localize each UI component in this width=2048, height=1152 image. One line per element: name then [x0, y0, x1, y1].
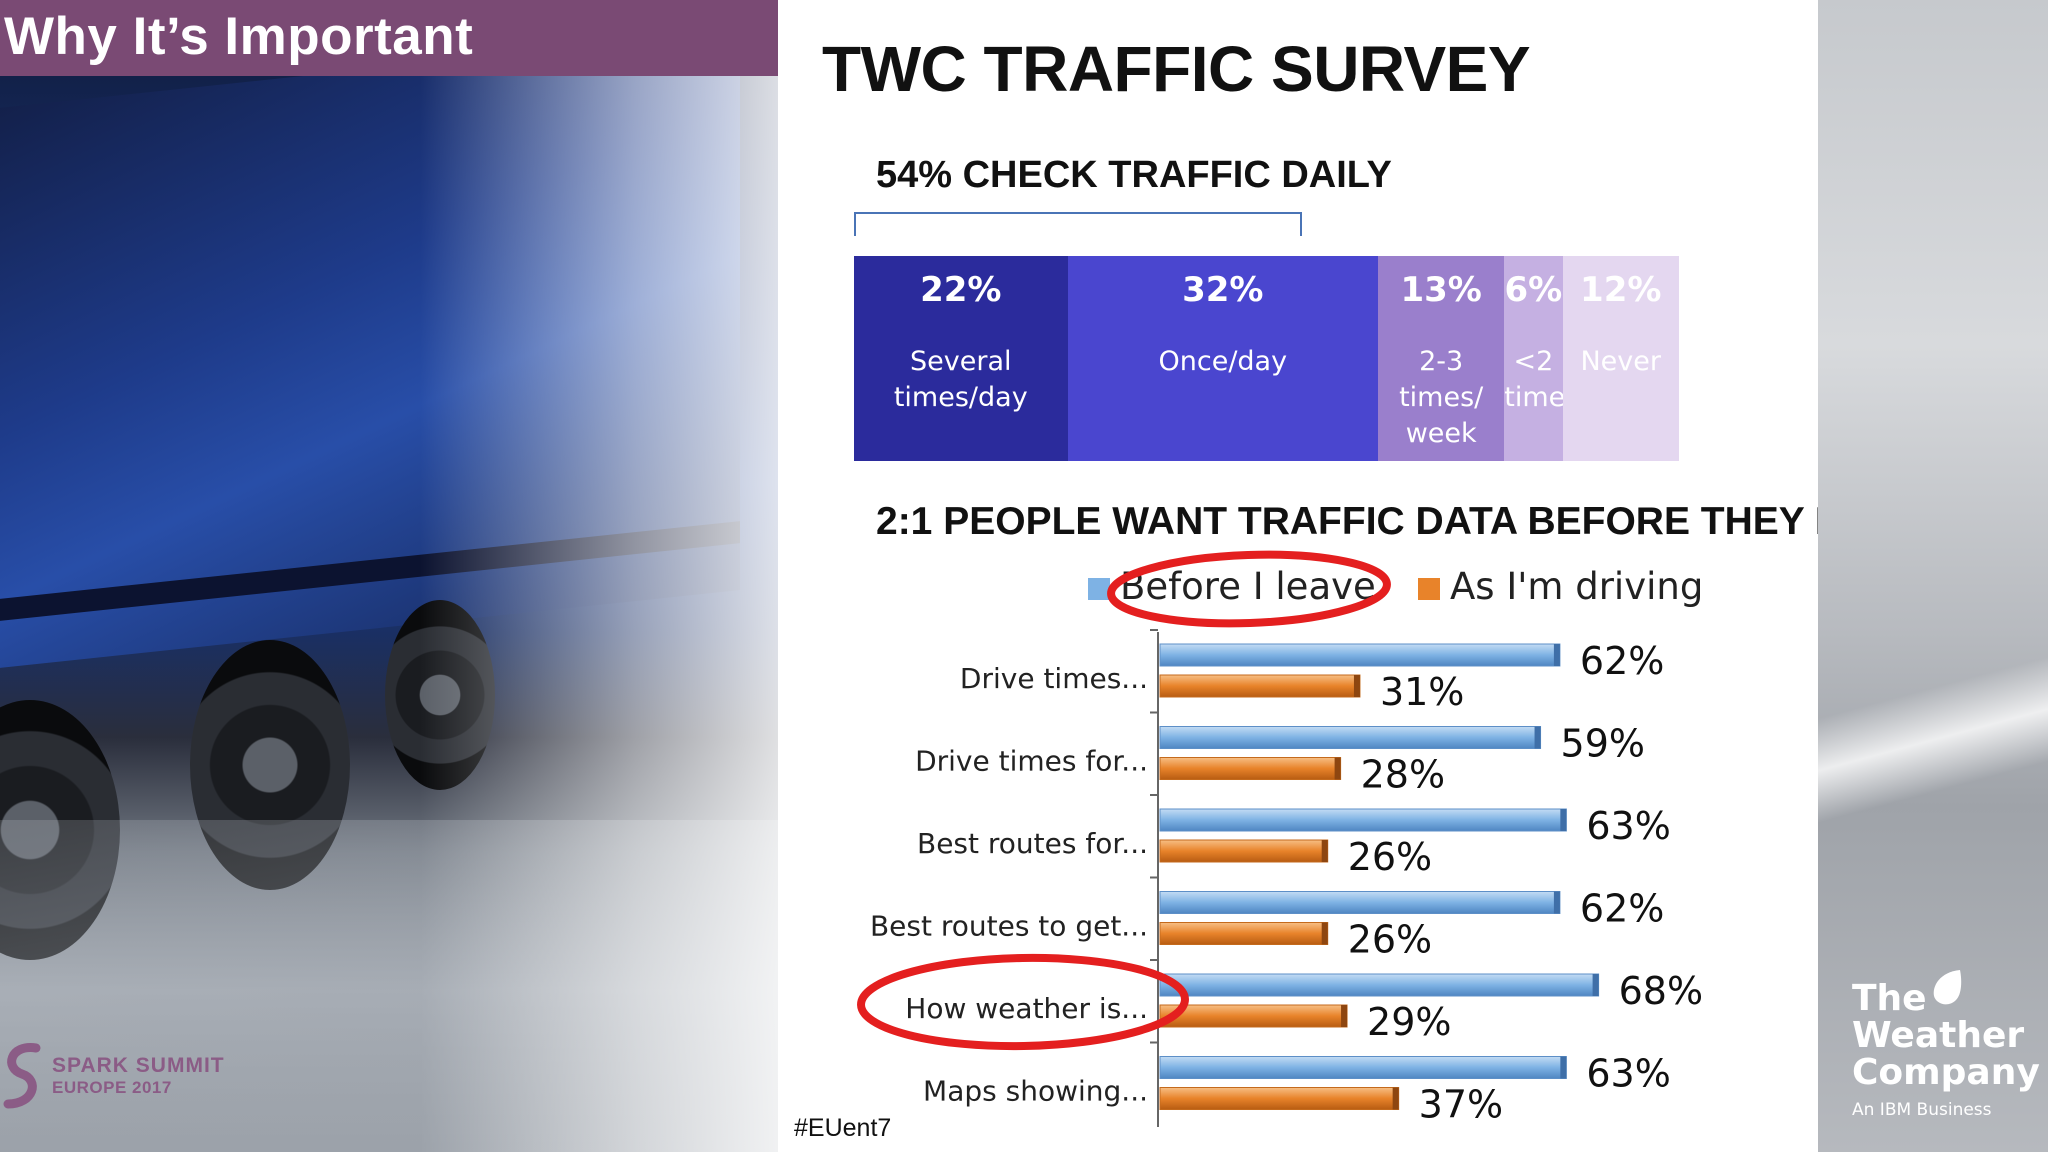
bar-before-end: [1560, 1056, 1567, 1079]
category-label: How weather is...: [905, 992, 1148, 1025]
legend-item-before: Before I leave: [1088, 565, 1376, 608]
frequency-percent: 22%: [920, 270, 1002, 310]
bar-driving-end: [1353, 675, 1360, 697]
bar-driving: [1159, 922, 1329, 945]
bar-before: [1159, 973, 1600, 997]
value-label-driving: 26%: [1348, 835, 1432, 879]
spark-swirl-icon: [3, 1043, 41, 1109]
value-label-driving: 29%: [1367, 1000, 1451, 1044]
bar-driving: [1159, 1087, 1400, 1110]
frequency-percent: 6%: [1504, 270, 1563, 310]
bar-before: [1159, 808, 1567, 832]
value-label-driving: 37%: [1419, 1083, 1503, 1127]
twc-weather-text: Weather: [1852, 1015, 2025, 1056]
weather-company-logo: The Weather Company An IBM Business: [1852, 970, 2040, 1120]
legend-label-driving: As I'm driving: [1450, 565, 1704, 608]
bar-before-end: [1560, 809, 1567, 831]
legend-swatch-driving: [1418, 577, 1440, 600]
raindrop-icon: [1933, 970, 1962, 1005]
value-label-before: 63%: [1586, 1052, 1670, 1096]
value-label-before: 62%: [1580, 639, 1664, 683]
value-label-before: 68%: [1619, 969, 1703, 1013]
slide-title: TWC TRAFFIC SURVEY: [822, 33, 1531, 105]
truck-photo: [0, 0, 778, 1152]
frequency-bar: 22% Several times/day 32% Once/day 13% 2-3 ti…: [854, 256, 1679, 461]
frequency-segment: 13% 2-3 times/ week: [1378, 256, 1505, 461]
bar-driving: [1159, 1004, 1348, 1028]
daily-check-heading: 54% CHECK TRAFFIC DAILY: [876, 154, 1392, 196]
frequency-label: Once/day: [1158, 346, 1288, 377]
light-streak-graphic: [420, 0, 778, 1152]
bar-before: [1159, 726, 1542, 749]
slide-content: TWC TRAFFIC SURVEY 54% CHECK TRAFFIC DAI…: [778, 0, 1942, 1152]
frequency-segment: 32% Once/day: [1067, 256, 1379, 461]
bar-driving-end: [1321, 840, 1328, 862]
preference-heading: 2:1 PEOPLE WANT TRAFFIC DATA BEFORE THEY…: [876, 500, 1943, 543]
legend-swatch-before: [1088, 577, 1110, 600]
value-label-driving: 28%: [1361, 753, 1445, 797]
bar-driving-end: [1392, 1087, 1399, 1110]
spark-summit-logo: SPARK SUMMIT EUROPE 2017: [0, 1034, 240, 1109]
header-band: Why It’s Important: [0, 0, 778, 76]
hashtag: #EUent7: [794, 1114, 892, 1142]
frequency-percent: 32%: [1182, 270, 1264, 310]
bar-before: [1159, 1056, 1567, 1079]
frequency-label: Never: [1580, 346, 1661, 377]
highlight-circle-legend: [1107, 550, 1391, 628]
category-label: Maps showing...: [923, 1075, 1148, 1108]
daily-bracket: [854, 212, 1302, 236]
frequency-segment: 12% Never: [1562, 256, 1679, 461]
bar-before-end: [1553, 891, 1560, 914]
bar-before-end: [1592, 974, 1599, 996]
value-label-before: 62%: [1580, 887, 1664, 931]
frequency-label: 2-3 times/ week: [1399, 346, 1484, 449]
spark-summit-text: SPARK SUMMIT: [52, 1054, 225, 1077]
spark-europe-text: EUROPE 2017: [52, 1078, 172, 1097]
highlight-circle-weather: [857, 953, 1189, 1051]
bar-driving-end: [1321, 922, 1328, 945]
preference-bar-chart: Drive times... 62% 31% Drive times for... 59…: [857, 550, 1703, 1127]
twc-the-text: The: [1852, 978, 1927, 1019]
value-label-driving: 26%: [1348, 918, 1432, 962]
road-streak-graphic: [1818, 640, 2048, 840]
legend-item-driving: As I'm driving: [1418, 565, 1703, 608]
legend-label-before: Before I leave: [1120, 565, 1376, 608]
twc-company-text: Company: [1852, 1052, 2040, 1093]
bar-before: [1159, 643, 1561, 667]
frequency-segment: 22% Several times/day: [854, 256, 1068, 461]
bar-driving-end: [1334, 757, 1341, 780]
frequency-segment: 6%<2 times/week: [1504, 256, 1659, 461]
bar-driving: [1159, 839, 1329, 863]
value-label-driving: 31%: [1380, 670, 1464, 714]
bar-before: [1159, 891, 1561, 914]
frequency-percent: 12%: [1580, 270, 1662, 310]
bar-before-end: [1553, 644, 1560, 666]
bar-before-end: [1534, 726, 1541, 749]
frequency-label: Several times/day: [893, 346, 1028, 413]
value-label-before: 63%: [1586, 804, 1670, 848]
bar-driving: [1159, 757, 1342, 780]
value-label-before: 59%: [1561, 722, 1645, 766]
twc-ibm-text: An IBM Business: [1852, 1100, 1992, 1120]
category-label: Drive times...: [960, 662, 1148, 695]
category-label: Drive times for...: [915, 745, 1148, 778]
frequency-percent: 13%: [1400, 270, 1482, 310]
category-label: Best routes for...: [917, 827, 1148, 860]
bar-driving: [1159, 674, 1361, 698]
bar-driving-end: [1341, 1005, 1348, 1027]
category-label: Best routes to get...: [870, 910, 1148, 943]
header-title: Why It’s Important: [4, 7, 474, 66]
road-photo: The Weather Company An IBM Business: [1818, 0, 2048, 1152]
